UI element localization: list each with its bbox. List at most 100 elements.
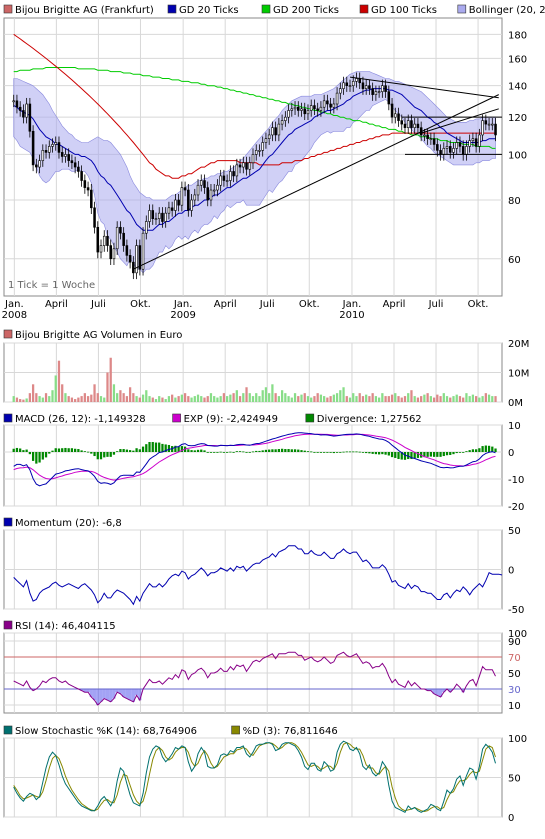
price-candle-body [410,120,413,128]
volume-bar [57,360,61,402]
price-candle-body [222,175,226,181]
divergence-bar [284,449,287,452]
price-candle-body [442,148,446,155]
divergence-bar [423,452,426,458]
volume-bar [271,384,274,402]
divergence-bar [135,448,138,452]
volume-bar [306,396,310,402]
x-tick-label: April [214,299,237,310]
volume-bar [280,390,284,402]
price-candle-body [264,138,268,143]
price-y-tick-label: 120 [508,113,527,124]
price-candle-body [465,146,468,155]
price-candle-body [452,148,455,153]
divergence-bar [439,452,442,457]
divergence-bar [28,452,32,455]
macd-legend-label: EXP (9): -2,424949 [184,414,278,425]
divergence-bar [384,452,387,455]
price-candle-body [177,199,180,206]
divergence-bar [387,452,390,456]
stochastic-y-tick-label: 50 [508,774,521,785]
volume-bar [449,397,452,402]
volume-bar [400,397,403,402]
volume-bar [109,357,112,402]
divergence-bar [290,449,293,452]
price-candle-body [170,207,174,211]
divergence-bar [80,450,83,452]
divergence-bar [41,452,44,460]
rsi-oversold-fill [99,689,103,702]
price-candle-body [196,184,200,196]
price-candle-body [390,103,394,118]
divergence-bar [112,452,116,455]
price-legend-label: GD 200 Ticks [273,5,339,16]
price-candle-body [300,108,303,111]
divergence-bar [57,448,61,452]
volume-bar [174,397,177,402]
momentum-legend-swatch [3,517,13,527]
volume-bar [67,396,70,402]
volume-bar [116,393,119,402]
divergence-bar [348,451,352,453]
divergence-bar [187,449,190,452]
volume-bar [229,394,232,402]
macd-panel: MACD (26, 12): -1,149328 EXP (9): -2,4249… [3,413,524,513]
x-tick-label: Juli [259,299,275,310]
price-panel: Bijou Brigitte AG (Frankfurt) GD 20 Ticks… [2,4,545,321]
volume-bar [268,393,271,402]
x-tick-label: Juli [428,299,444,310]
volume-bar [478,397,481,402]
volume-bar [158,396,161,402]
price-candle-body [342,82,345,89]
divergence-bar [394,452,397,458]
volume-bar [132,393,135,402]
price-candle-body [258,150,261,152]
rsi-oversold-fill [86,689,90,693]
price-candle-body [319,106,323,111]
volume-bar [377,397,381,402]
volume-bar [64,393,67,402]
volume-bar [365,394,368,402]
volume-bar [171,394,174,402]
macd-legend-label: Divergence: 1,27562 [317,414,422,425]
volume-bar [96,393,99,402]
rsi-oversold-fill [109,689,113,702]
price-candle-body [400,120,404,125]
price-candle-body [225,180,229,182]
price-candle-body [70,160,74,164]
price-candle-body [138,245,142,270]
divergence-bar [164,444,167,452]
stochastic-y-tick-label: 0 [508,813,514,824]
volume-bar [290,397,293,402]
divergence-bar [25,449,28,452]
divergence-bar [374,452,378,455]
volume-bar [284,393,287,402]
volume-bar [481,396,484,402]
volume-bar [261,390,264,402]
momentum-y-tick-label: -50 [508,605,524,616]
price-candle-body [368,85,371,89]
price-legend-swatch [457,4,467,14]
divergence-bar [306,451,310,452]
volume-bar [468,396,471,402]
divergence-bar [251,451,255,453]
divergence-bar [355,451,358,453]
price-candle-body [280,120,284,125]
volume-bar [487,394,491,402]
volume-bar [99,396,103,402]
divergence-bar [22,450,25,452]
volume-bar [222,393,226,402]
macd-y-tick-label: -10 [508,475,524,486]
divergence-bar [455,452,458,454]
volume-bar [183,393,187,402]
price-candle-body [387,91,391,105]
volume-bar [465,393,468,402]
divergence-bar [238,451,242,452]
divergence-bar [219,451,222,453]
divergence-bar [377,452,381,455]
x-tick-label: April [45,299,68,310]
price-candle-body [15,100,19,108]
divergence-bar [177,446,180,452]
volume-bar [190,397,193,402]
price-legend-label: GD 20 Ticks [179,5,239,16]
